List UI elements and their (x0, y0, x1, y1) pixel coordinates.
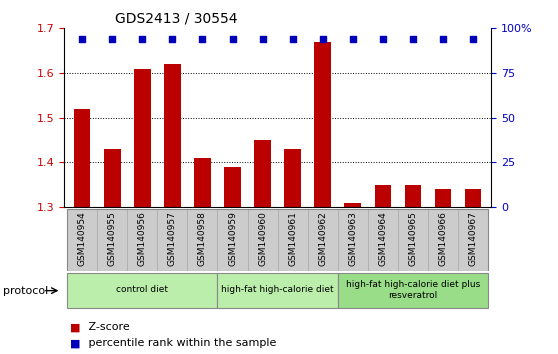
Text: GSM140957: GSM140957 (168, 211, 177, 266)
Bar (368, 209, 398, 271)
Bar (428, 209, 458, 271)
Bar (134, 69, 151, 207)
Text: Z-score: Z-score (85, 322, 130, 332)
Bar (285, 149, 301, 207)
Bar (254, 140, 271, 207)
Bar (127, 209, 157, 271)
Point (168, 37, 177, 42)
Point (348, 37, 357, 42)
Text: GSM140965: GSM140965 (408, 211, 417, 266)
Point (198, 37, 207, 42)
Bar (398, 209, 428, 271)
Text: GSM140963: GSM140963 (348, 211, 357, 266)
Bar (465, 189, 481, 207)
Bar (97, 209, 127, 271)
Bar (164, 64, 181, 207)
Bar (187, 209, 218, 271)
Bar (218, 209, 248, 271)
Text: high-fat high-calorie diet plus
resveratrol: high-fat high-calorie diet plus resverat… (346, 280, 480, 299)
Point (288, 37, 297, 42)
Bar (67, 209, 97, 271)
Bar (74, 109, 90, 207)
Text: GSM140955: GSM140955 (108, 211, 117, 266)
Bar (248, 209, 278, 271)
Text: GSM140954: GSM140954 (78, 211, 86, 266)
Text: protocol: protocol (3, 286, 48, 296)
Point (378, 37, 387, 42)
Bar (314, 42, 331, 207)
Point (439, 37, 448, 42)
Bar (405, 185, 421, 207)
Text: GSM140956: GSM140956 (138, 211, 147, 266)
Bar (344, 202, 361, 207)
Bar (224, 167, 241, 207)
Point (108, 37, 117, 42)
Bar (104, 149, 121, 207)
Bar (157, 209, 187, 271)
Text: ■: ■ (70, 338, 80, 348)
Text: GSM140966: GSM140966 (439, 211, 448, 266)
Bar (278, 209, 307, 271)
Bar (374, 185, 391, 207)
Text: GSM140958: GSM140958 (198, 211, 207, 266)
Point (408, 37, 417, 42)
Text: control diet: control diet (116, 285, 169, 295)
Text: GSM140964: GSM140964 (378, 211, 387, 266)
Point (258, 37, 267, 42)
Bar (458, 209, 488, 271)
Text: GSM140967: GSM140967 (469, 211, 478, 266)
Text: GSM140962: GSM140962 (318, 211, 327, 266)
Text: GSM140959: GSM140959 (228, 211, 237, 266)
Point (469, 37, 478, 42)
Bar (218, 273, 338, 308)
Point (138, 37, 147, 42)
Point (318, 37, 327, 42)
Bar (338, 273, 488, 308)
Bar (67, 273, 218, 308)
Text: percentile rank within the sample: percentile rank within the sample (85, 338, 277, 348)
Text: GSM140960: GSM140960 (258, 211, 267, 266)
Bar (194, 158, 211, 207)
Bar (435, 189, 451, 207)
Bar (338, 209, 368, 271)
Point (228, 37, 237, 42)
Text: GSM140961: GSM140961 (288, 211, 297, 266)
Text: high-fat high-calorie diet: high-fat high-calorie diet (222, 285, 334, 295)
Text: ■: ■ (70, 322, 80, 332)
Point (78, 37, 86, 42)
Bar (307, 209, 338, 271)
Text: GDS2413 / 30554: GDS2413 / 30554 (116, 12, 238, 26)
